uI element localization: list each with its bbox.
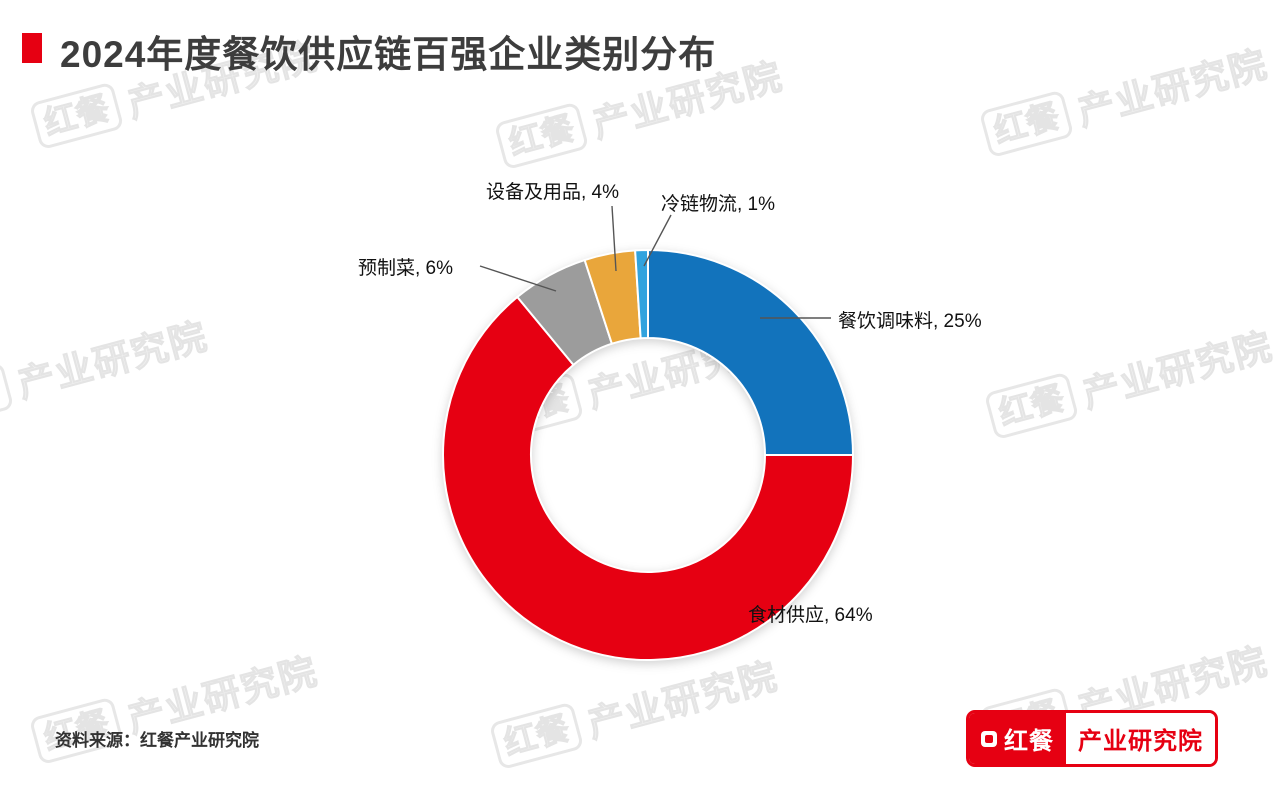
- donut-segment-冷链物流: [634, 248, 649, 340]
- leader-line-premade: [479, 265, 557, 292]
- slice-label-seasoning: 餐饮调味料, 25%: [838, 311, 982, 332]
- brand-logo-primary-text: 红餐: [1004, 728, 1054, 755]
- slice-label-equipment: 设备及用品, 4%: [486, 182, 620, 203]
- brand-logo-secondary-text: 产业研究院: [1066, 713, 1215, 764]
- slice-label-coldchain: 冷链物流, 1%: [661, 194, 776, 215]
- brand-icon: [981, 730, 997, 747]
- leader-line-coldchain: [643, 214, 672, 267]
- slice-label-premade: 预制菜, 6%: [358, 258, 454, 279]
- page-title: 2024年度餐饮供应链百强企业类别分布: [60, 34, 717, 75]
- donut-segments: [442, 248, 855, 661]
- donut-segment-餐饮调味料: [647, 248, 855, 456]
- donut-segment-食材供应: [442, 295, 855, 661]
- leader-line-equipment: [611, 205, 617, 272]
- brand-icon-dot: [985, 734, 993, 743]
- leader-lines: [479, 205, 831, 319]
- brand-logo-mark: 红餐: [969, 713, 1066, 764]
- brand-logo: 红餐 产业研究院: [966, 710, 1218, 767]
- slice-label-ingredients: 食材供应, 64%: [748, 605, 873, 626]
- source-note: 资料来源：红餐产业研究院: [55, 731, 259, 750]
- title-bullet: [22, 33, 42, 63]
